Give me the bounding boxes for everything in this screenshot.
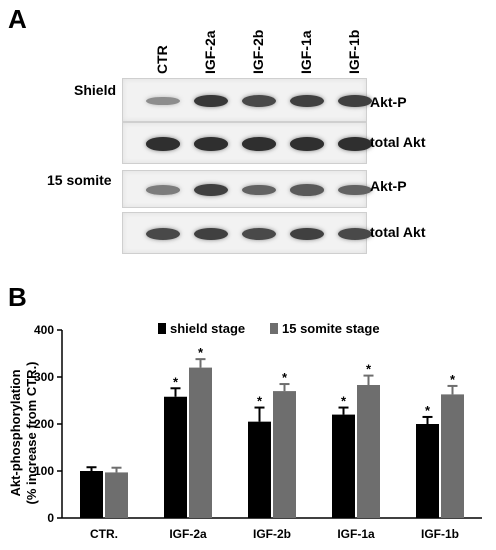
blot-somite-total-akt: [122, 212, 372, 254]
band-somite-akt-p-lane-1: [146, 185, 180, 195]
band-somite-total-akt-lane-1: [146, 228, 180, 240]
y-axis-title-line-2: (% increase from CTR.): [24, 361, 39, 504]
significance-marker: *: [341, 394, 347, 409]
y-tick-label: 300: [34, 370, 54, 384]
band-somite-total-akt-lane-2: [194, 227, 228, 241]
lane-label-ctr: CTR: [154, 45, 170, 74]
bar: [441, 394, 464, 518]
legend-label: 15 somite stage: [282, 321, 380, 336]
band-somite-total-akt-lane-4: [290, 227, 324, 241]
x-tick-label: CTR.: [90, 527, 118, 541]
legend-swatch: [270, 323, 278, 334]
blot-shield-akt-p: [122, 78, 372, 122]
bar: [164, 396, 187, 518]
y-tick-label: 0: [47, 511, 54, 525]
panel-b-letter: B: [8, 282, 27, 312]
band-shield-akt-p-lane-5: [338, 94, 372, 108]
band-shield-total-akt-lane-1: [146, 137, 180, 151]
blot-label-akt-p-somite: Akt-P: [370, 178, 407, 194]
axes: 0 100 200 300 400 CTR. IGF-2a IGF-2b IGF-1a IGF-1…: [34, 323, 482, 541]
legend-label: shield stage: [170, 321, 245, 336]
panel-a-letter: A: [8, 4, 27, 34]
y-axis-title: Akt-phosphorylation (% increase from CTR…: [8, 361, 39, 504]
x-tick-label: IGF-2b: [253, 527, 291, 541]
band-shield-akt-p-lane-3: [242, 95, 276, 107]
bar: [80, 471, 103, 518]
blot-label-akt-p-shield: Akt-P: [370, 94, 407, 110]
band-shield-akt-p-lane-2: [194, 94, 228, 108]
significance-marker: *: [282, 370, 288, 385]
bar: [332, 414, 355, 518]
y-tick-label: 200: [34, 417, 54, 431]
stage-label-15-somite: 15 somite: [47, 172, 112, 188]
significance-marker: *: [425, 403, 431, 418]
band-shield-akt-p-lane-1: [146, 96, 180, 106]
blot-somite-akt-p: [122, 170, 372, 208]
band-shield-total-akt-lane-5: [338, 137, 372, 151]
blot-shield-total-akt: [122, 122, 372, 164]
band-shield-total-akt-lane-2: [194, 137, 228, 151]
lane-label-igf-2b: IGF-2b: [250, 29, 266, 74]
bar: [357, 384, 380, 518]
band-shield-total-akt-lane-3: [242, 137, 276, 151]
y-axis-title-line-1: Akt-phosphorylation: [8, 369, 23, 496]
legend-swatch: [158, 323, 166, 334]
significance-marker: *: [257, 394, 263, 409]
bar: [416, 424, 439, 518]
bar: [248, 421, 271, 518]
blot-label-total-akt-somite: total Akt: [370, 224, 426, 240]
significance-marker: *: [450, 372, 456, 387]
bar-chart: Akt-phosphorylation (% increase from CTR…: [8, 321, 482, 541]
bar: [189, 367, 212, 518]
lane-label-igf-1a: IGF-1a: [298, 30, 314, 74]
lane-label-igf-1b: IGF-1b: [346, 29, 362, 74]
band-somite-akt-p-lane-4: [290, 184, 324, 196]
stage-label-shield: Shield: [74, 82, 117, 98]
bars: * * * * * * * *: [80, 345, 464, 518]
lane-label-igf-2a: IGF-2a: [202, 30, 218, 74]
legend: shield stage 15 somite stage: [158, 321, 380, 336]
bar: [105, 472, 128, 518]
significance-marker: *: [366, 362, 372, 377]
significance-marker: *: [198, 345, 204, 360]
band-somite-akt-p-lane-2: [194, 183, 228, 197]
x-tick-label: IGF-1a: [337, 527, 375, 541]
band-shield-akt-p-lane-4: [290, 94, 324, 108]
x-tick-label: IGF-2a: [169, 527, 207, 541]
band-somite-akt-p-lane-3: [242, 184, 276, 196]
y-tick-label: 400: [34, 323, 54, 337]
band-somite-total-akt-lane-3: [242, 228, 276, 240]
blot-label-total-akt-shield: total Akt: [370, 134, 426, 150]
band-somite-total-akt-lane-5: [338, 228, 372, 240]
band-shield-total-akt-lane-4: [290, 137, 324, 151]
y-tick-label: 100: [34, 464, 54, 478]
bar: [273, 391, 296, 518]
x-tick-label: IGF-1b: [421, 527, 459, 541]
band-somite-akt-p-lane-5: [338, 184, 372, 196]
significance-marker: *: [173, 374, 179, 389]
